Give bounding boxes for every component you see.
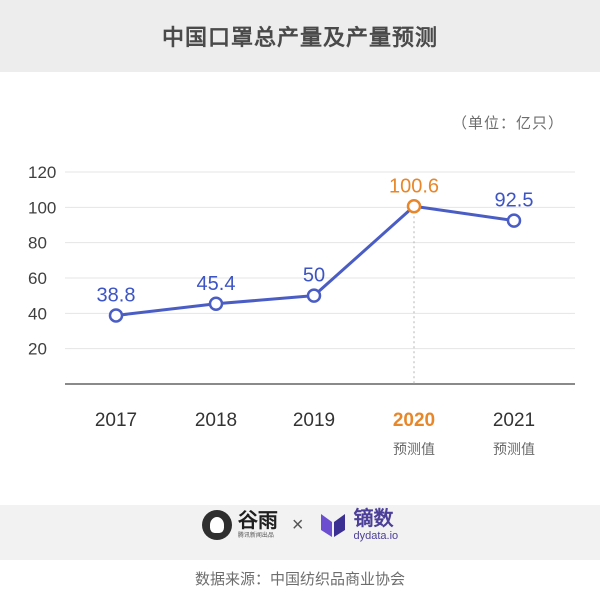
guyu-name: 谷雨 — [237, 510, 278, 532]
header-band: 中国口罩总产量及产量预测 — [0, 0, 600, 72]
forecast-label: 预测值 — [493, 441, 535, 457]
y-tick-label: 60 — [28, 269, 47, 288]
guyu-logo: 谷雨 腾讯新闻出品 — [201, 510, 278, 540]
data-label: 100.6 — [389, 175, 439, 197]
data-label: 50 — [303, 265, 325, 287]
bird-icon — [201, 510, 232, 540]
dydata-icon — [320, 514, 345, 537]
y-tick-label: 120 — [28, 163, 56, 182]
separator: × — [291, 513, 304, 536]
page-title: 中国口罩总产量及产量预测 — [161, 25, 438, 50]
dydata-name: 镝数 — [353, 508, 394, 530]
unit-label: （单位：亿只） — [451, 115, 564, 132]
data-label: 45.4 — [197, 273, 236, 295]
x-tick-label: 2019 — [293, 410, 335, 431]
data-label: 92.5 — [495, 190, 534, 212]
data-point — [208, 296, 224, 312]
y-tick-label: 20 — [28, 340, 47, 359]
line-chart: 20 40 60 80 100 120 38.8 2017 45.4 2018 50 2019 100.… — [28, 163, 575, 457]
data-label: 38.8 — [97, 284, 136, 306]
dydata-logo: 镝数 dydata.io — [318, 508, 399, 542]
x-tick-label: 2018 — [195, 410, 237, 431]
source-note: 数据来源：中国纺织品商业协会 — [194, 571, 405, 588]
dydata-url: dydata.io — [353, 530, 399, 542]
x-tick-label: 2020 — [393, 410, 435, 431]
data-point — [406, 199, 422, 214]
data-point — [306, 288, 322, 303]
y-tick-label: 100 — [28, 198, 56, 217]
data-point — [506, 213, 522, 228]
logo-row: 谷雨 腾讯新闻出品 × 镝数 dydata.io — [0, 495, 600, 555]
x-tick-label: 2021 — [493, 410, 535, 431]
data-point — [108, 308, 124, 323]
y-tick-label: 40 — [28, 304, 47, 323]
forecast-label: 预测值 — [393, 441, 435, 457]
x-tick-label: 2017 — [95, 410, 137, 431]
y-tick-label: 80 — [28, 234, 47, 253]
footer-band — [0, 505, 600, 560]
guyu-subtitle: 腾讯新闻出品 — [237, 533, 274, 539]
